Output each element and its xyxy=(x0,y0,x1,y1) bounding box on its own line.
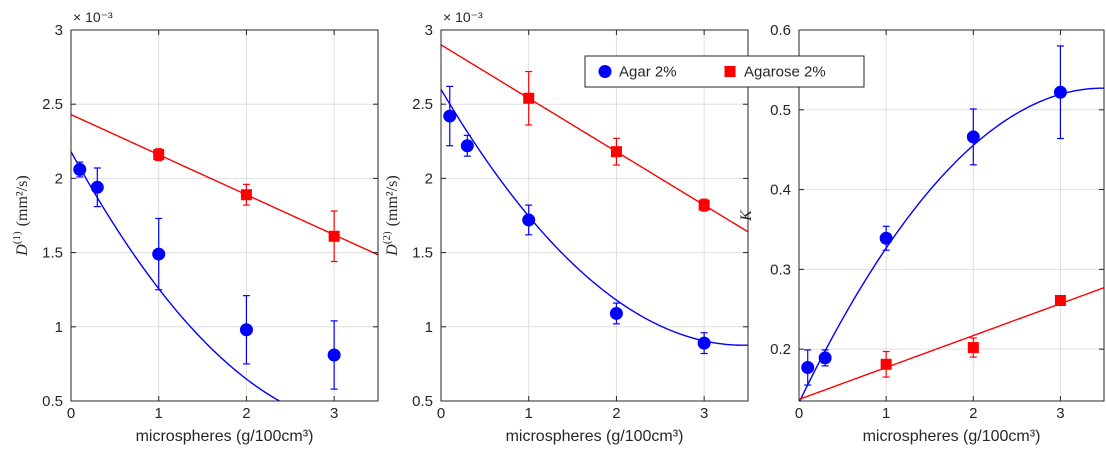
x-tick-label: 0 xyxy=(437,405,445,422)
x-tick-label: 1 xyxy=(155,405,163,422)
x-tick-label: 1 xyxy=(882,405,890,422)
legend-label: Agar 2% xyxy=(619,64,677,81)
fit-curve-agar xyxy=(441,89,748,346)
y-axis-label: D(2) (mm²/s) xyxy=(381,175,401,256)
y-tick-label: 0.5 xyxy=(770,102,791,119)
x-tick-label: 0 xyxy=(67,405,75,422)
y-tick-label: 0.2 xyxy=(770,341,791,358)
fit-curve-agarose xyxy=(441,44,748,233)
data-point-agar xyxy=(90,180,104,194)
x-tick-label: 2 xyxy=(969,405,977,422)
x-tick-label: 0 xyxy=(795,405,803,422)
series-agar xyxy=(73,161,341,390)
y-axis-label: K xyxy=(738,209,755,222)
series-agarose xyxy=(880,294,1066,378)
data-point-agar xyxy=(1053,85,1067,99)
y-tick-label: 1 xyxy=(425,319,433,336)
y-axis-label-units: (mm²/s) xyxy=(384,175,401,226)
data-point-agar xyxy=(697,336,711,350)
data-point-agarose xyxy=(610,146,622,158)
y-tick-label: 1 xyxy=(55,319,63,336)
data-point-agar xyxy=(522,213,536,227)
x-tick-label: 1 xyxy=(525,405,533,422)
y-tick-label: 2 xyxy=(55,170,63,187)
legend-marker-square xyxy=(724,66,736,77)
data-point-agarose xyxy=(523,92,535,104)
fit-curve-agar xyxy=(71,151,281,401)
data-point-agar xyxy=(443,109,457,123)
data-point-agarose xyxy=(698,199,710,211)
x-tick-label: 2 xyxy=(242,405,250,422)
y-tick-label: 0.3 xyxy=(770,261,791,278)
y-axis-label-var: K xyxy=(738,209,755,222)
data-point-agar xyxy=(327,348,341,362)
series-agarose xyxy=(523,70,710,212)
y-tick-label: 1.5 xyxy=(412,245,433,262)
plot-area xyxy=(71,30,378,401)
data-point-agarose xyxy=(967,342,979,354)
axes-box xyxy=(70,29,379,402)
axes-box xyxy=(440,29,749,402)
y-axis-label-var: D xyxy=(384,244,401,257)
axes-box xyxy=(798,29,1105,402)
x-axis-label: microspheres (g/100cm³) xyxy=(863,428,1041,445)
y-tick-label: 1.5 xyxy=(42,245,63,262)
data-point-agarose xyxy=(153,149,165,161)
chart-panel-1: 0 1 2 3 0.5 1 1.5 2 2.5 3 × 10⁻³ microspheres (g/10… xyxy=(11,9,379,445)
x-axis-label: microspheres (g/100cm³) xyxy=(506,428,684,445)
y-axis-label-units: (mm²/s) xyxy=(14,175,31,226)
series-agarose xyxy=(153,148,340,263)
y-tick-label: 3 xyxy=(425,22,433,39)
y-axis-label: D(1) (mm²/s) xyxy=(11,175,31,256)
legend-label: Agarose 2% xyxy=(744,64,826,81)
data-point-agar xyxy=(818,351,832,365)
x-axis-label: microspheres (g/100cm³) xyxy=(136,428,314,445)
data-point-agar xyxy=(966,130,980,144)
data-point-agarose xyxy=(1054,294,1066,306)
data-point-agar xyxy=(239,323,253,337)
fit-curve-agarose xyxy=(71,113,378,256)
fit-curve-agar xyxy=(799,87,1104,401)
series-agar xyxy=(443,85,711,355)
data-point-agar xyxy=(609,306,623,320)
data-point-agarose xyxy=(240,189,252,201)
y-tick-label: 2.5 xyxy=(412,96,433,113)
data-point-agarose xyxy=(880,358,892,370)
y-tick-label: 2 xyxy=(425,170,433,187)
y-tick-label: 0.5 xyxy=(42,393,63,410)
y-axis-label-superscript: (2) xyxy=(381,231,393,244)
y-axis-label-var: D xyxy=(14,244,31,257)
fit-curve-agarose xyxy=(799,287,1104,401)
chart-panel-3: 0 1 2 3 0.2 0.3 0.4 0.5 0.6 microspheres (g/100cm… xyxy=(738,22,1105,445)
x-tick-label: 3 xyxy=(330,405,338,422)
y-tick-label: 0.4 xyxy=(770,182,791,199)
y-tick-label: 2.5 xyxy=(42,96,63,113)
data-point-agar xyxy=(879,231,893,245)
plot-area xyxy=(799,30,1104,401)
y-exponent-label: × 10⁻³ xyxy=(443,9,483,25)
y-tick-label: 0.6 xyxy=(770,22,791,39)
y-axis-label-superscript: (1) xyxy=(11,231,23,244)
x-tick-label: 3 xyxy=(700,405,708,422)
data-point-agar xyxy=(460,139,474,153)
data-point-agar xyxy=(801,360,815,374)
data-point-agarose xyxy=(328,230,340,242)
x-tick-label: 2 xyxy=(612,405,620,422)
y-exponent-label: × 10⁻³ xyxy=(73,9,113,25)
legend: Agar 2% Agarose 2% xyxy=(584,55,865,88)
chart-panel-2: 0 1 2 3 0.5 1 1.5 2 2.5 3 × 10⁻³ microspheres (g/10… xyxy=(381,9,749,445)
y-tick-label: 3 xyxy=(55,22,63,39)
series-agar xyxy=(801,45,1067,386)
legend-marker-circle xyxy=(598,65,612,78)
data-point-agar xyxy=(73,162,87,176)
y-tick-label: 0.5 xyxy=(412,393,433,410)
data-point-agar xyxy=(152,247,166,261)
x-tick-label: 3 xyxy=(1056,405,1064,422)
